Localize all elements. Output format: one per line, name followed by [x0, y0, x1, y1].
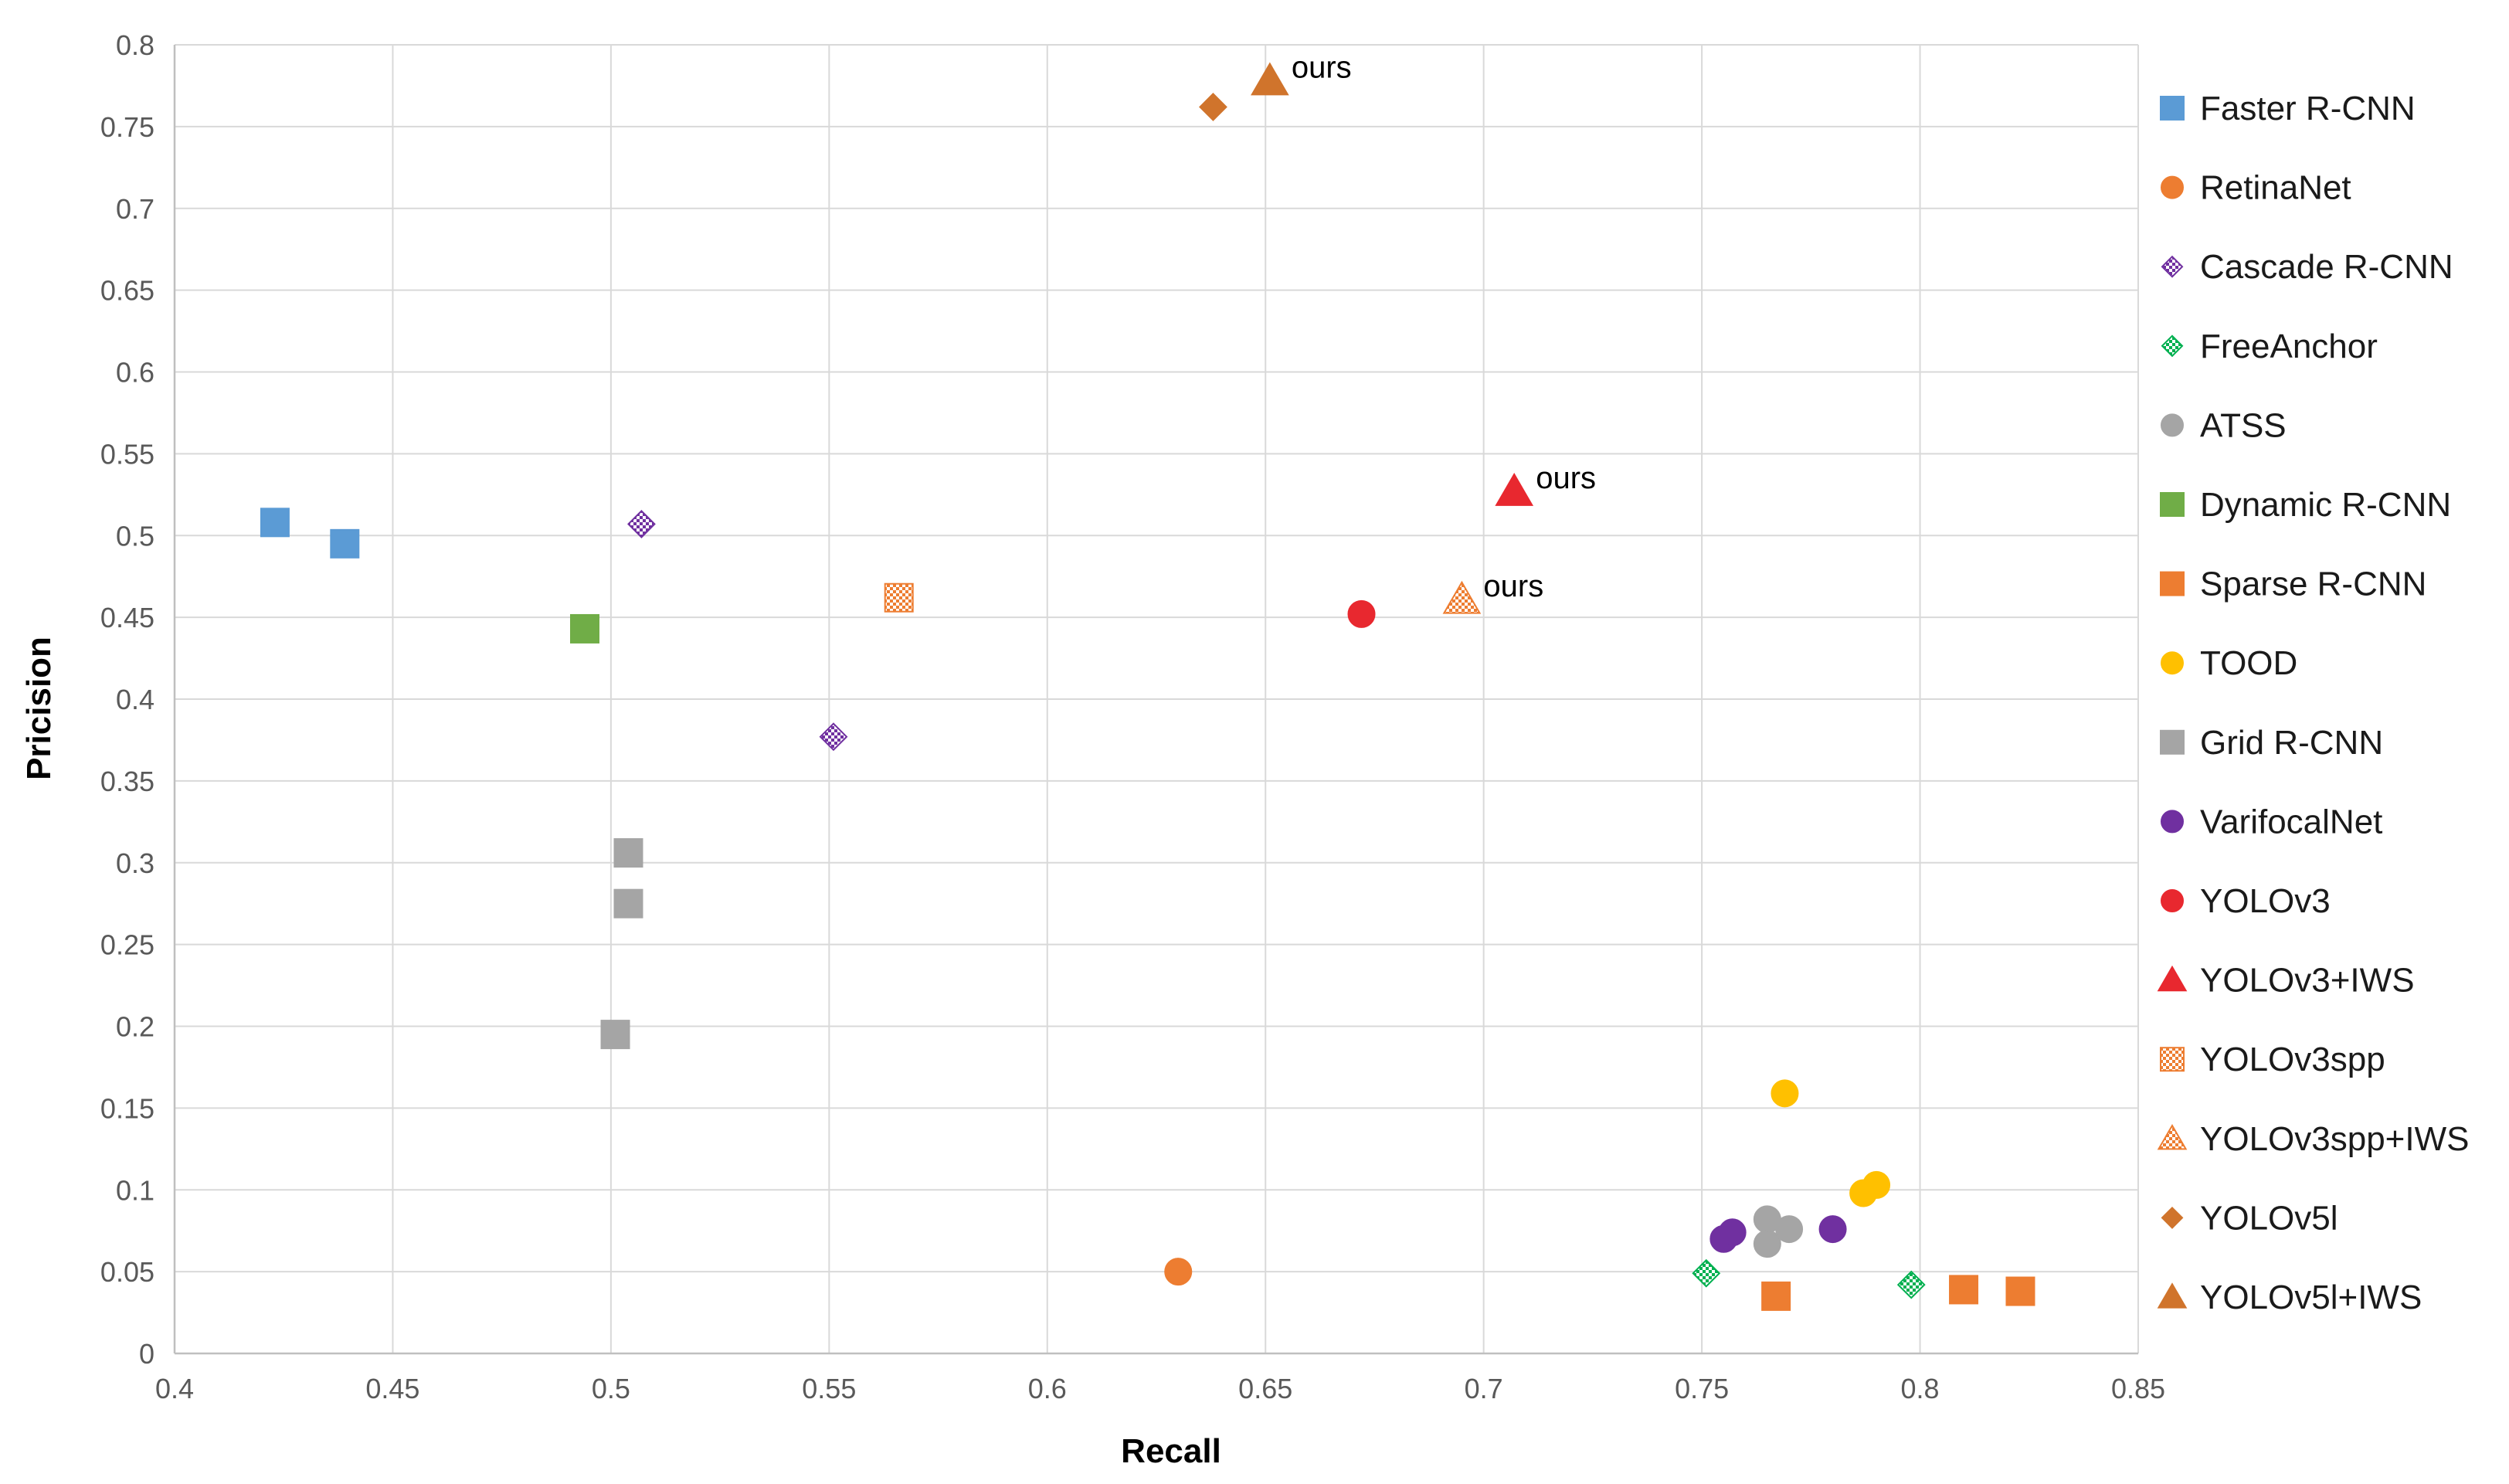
point-yolov3-iws: [1495, 473, 1534, 506]
point-tood: [1862, 1170, 1891, 1199]
point-sparse-r-cnn: [2005, 1276, 2035, 1306]
data-points: ours ours ours: [260, 51, 2035, 1311]
y-tick-label: 0.5: [116, 520, 154, 552]
y-tick-label: 0.45: [100, 602, 154, 633]
legend-marker-yolov3: [2161, 889, 2184, 912]
x-tick-label: 0.6: [1028, 1373, 1067, 1404]
legend-marker-grid-r-cnn: [2160, 729, 2185, 755]
point-cascade-r-cnn: [819, 722, 848, 752]
y-tick-label: 0.55: [100, 438, 154, 470]
point-grid-r-cnn: [613, 888, 643, 919]
legend-label-sparse-r-cnn: Sparse R-CNN: [2200, 565, 2426, 603]
point-faster-r-cnn: [260, 508, 290, 538]
legend-marker-yolov5l-iws: [2157, 1282, 2188, 1309]
x-axis-title: Recall: [1121, 1432, 1221, 1470]
y-axis-title: Pricision: [20, 637, 58, 780]
legend-marker-faster-r-cnn: [2160, 96, 2185, 121]
annotation-ours: ours: [1292, 51, 1352, 85]
point-varifocalnet: [1718, 1218, 1747, 1247]
point-yolov3: [1347, 599, 1376, 628]
legend-label-yolov5l: YOLOv5l: [2200, 1199, 2338, 1237]
legend-label-freeanchor: FreeAnchor: [2200, 328, 2378, 365]
point-faster-r-cnn: [330, 528, 360, 559]
legend-marker-atss: [2161, 413, 2184, 437]
point-yolov3spp-iws: [1442, 580, 1482, 614]
legend-label-yolov3spp-iws: YOLOv3spp+IWS: [2200, 1120, 2469, 1158]
point-dynamic-r-cnn: [569, 613, 599, 644]
legend-marker-varifocalnet: [2161, 810, 2184, 834]
y-tick-label: 0.75: [100, 111, 154, 143]
y-tick-label: 0.15: [100, 1092, 154, 1124]
point-retinanet: [1164, 1258, 1193, 1286]
legend-marker-sparse-r-cnn: [2160, 571, 2185, 596]
point-atss: [1753, 1230, 1781, 1258]
y-tick-label: 0.05: [100, 1256, 154, 1288]
axes: 0.4 0.45 0.5 0.55 0.6 0.65 0.7 0.75 0.8 0.85 0 0.05…: [100, 29, 2165, 1404]
legend: Faster R-CNN RetinaNet Cascade R-CNN FreeAn…: [2157, 90, 2469, 1316]
legend-label-varifocalnet: VarifocalNet: [2200, 803, 2382, 840]
point-freeanchor: [1896, 1270, 1926, 1299]
legend-marker-yolov3-iws: [2157, 965, 2188, 992]
x-tick-label: 0.4: [155, 1373, 194, 1404]
y-tick-label: 0.6: [116, 357, 154, 389]
y-tick-label: 0.4: [116, 684, 154, 715]
legend-label-yolov3-iws: YOLOv3+IWS: [2200, 962, 2415, 1000]
y-tick-label: 0: [139, 1338, 154, 1370]
point-yolov5l: [1199, 93, 1227, 121]
point-yolov3spp: [884, 582, 914, 613]
y-tick-label: 0.65: [100, 275, 154, 307]
y-tick-label: 0.8: [116, 29, 154, 61]
legend-label-yolov3: YOLOv3: [2200, 882, 2331, 920]
point-grid-r-cnn: [613, 838, 643, 868]
legend-label-atss: ATSS: [2200, 406, 2287, 444]
legend-label-grid-r-cnn: Grid R-CNN: [2200, 724, 2383, 762]
legend-marker-retinanet: [2161, 175, 2184, 199]
legend-marker-yolov5l: [2161, 1206, 2184, 1229]
y-tick-label: 0.25: [100, 929, 154, 961]
gridlines: [175, 44, 2139, 1353]
point-grid-r-cnn: [600, 1020, 630, 1050]
point-varifocalnet: [1818, 1215, 1847, 1244]
legend-label-tood: TOOD: [2200, 644, 2297, 682]
y-tick-label: 0.3: [116, 847, 154, 879]
legend-label-yolov3spp: YOLOv3spp: [2200, 1041, 2385, 1078]
x-tick-label: 0.45: [365, 1373, 419, 1404]
legend-label-retinanet: RetinaNet: [2200, 169, 2351, 207]
x-tick-label: 0.65: [1238, 1373, 1292, 1404]
point-sparse-r-cnn: [1761, 1281, 1791, 1311]
annotation-ours: ours: [1483, 569, 1543, 603]
legend-label-cascade-r-cnn: Cascade R-CNN: [2200, 248, 2453, 286]
x-tick-label: 0.5: [592, 1373, 630, 1404]
legend-label-dynamic-r-cnn: Dynamic R-CNN: [2200, 486, 2451, 524]
point-freeanchor: [1692, 1258, 1721, 1288]
point-yolov5l-iws: [1251, 62, 1289, 96]
point-cascade-r-cnn: [627, 510, 656, 538]
point-sparse-r-cnn: [1949, 1275, 1979, 1305]
y-tick-label: 0.1: [116, 1174, 154, 1206]
legend-marker-dynamic-r-cnn: [2160, 492, 2185, 517]
legend-label-yolov5l-iws: YOLOv5l+IWS: [2200, 1279, 2422, 1316]
y-tick-label: 0.2: [116, 1011, 154, 1043]
x-tick-label: 0.55: [802, 1373, 856, 1404]
y-tick-label: 0.35: [100, 766, 154, 797]
legend-marker-cascade-r-cnn: [2161, 255, 2184, 278]
x-tick-label: 0.8: [1901, 1373, 1940, 1404]
legend-marker-freeanchor: [2161, 334, 2184, 358]
annotation-ours: ours: [1536, 461, 1596, 495]
x-tick-label: 0.85: [2111, 1373, 2165, 1404]
point-atss: [1775, 1215, 1804, 1244]
point-tood: [1771, 1079, 1799, 1108]
legend-label-faster-r-cnn: Faster R-CNN: [2200, 90, 2416, 127]
x-tick-label: 0.7: [1465, 1373, 1503, 1404]
y-tick-label: 0.7: [116, 193, 154, 225]
legend-marker-yolov3spp-iws: [2157, 1124, 2188, 1150]
x-tick-label: 0.75: [1675, 1373, 1729, 1404]
legend-marker-yolov3spp: [2160, 1047, 2185, 1072]
legend-marker-tood: [2161, 651, 2184, 675]
